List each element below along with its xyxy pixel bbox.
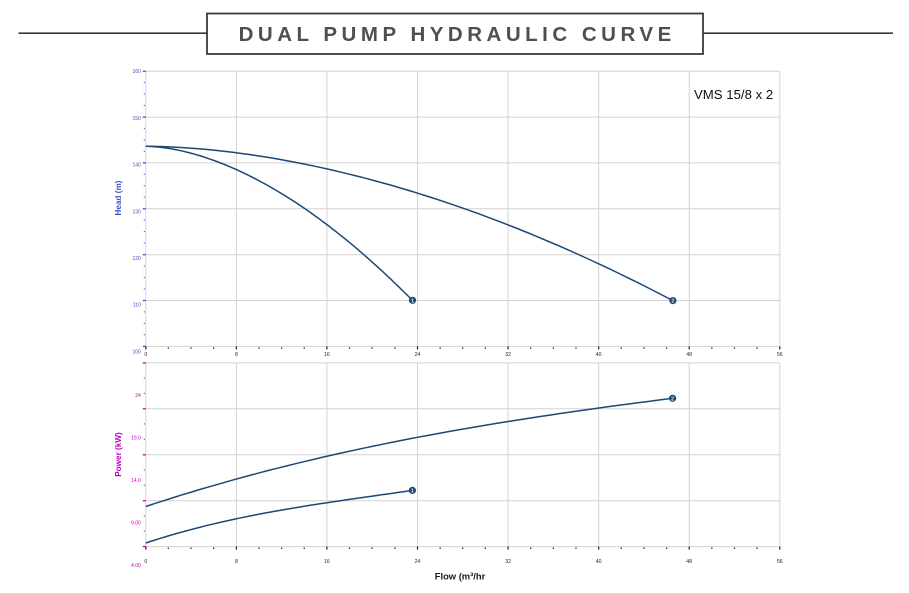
- svg-text:19.0: 19.0: [131, 436, 141, 442]
- svg-text:24: 24: [415, 559, 421, 565]
- svg-text:48: 48: [686, 559, 692, 565]
- svg-text:Head (m): Head (m): [114, 180, 123, 215]
- svg-text:Power (kW): Power (kW): [114, 432, 123, 477]
- svg-text:56: 56: [777, 559, 783, 565]
- svg-text:DUAL PUMP HYDRAULIC CURVE: DUAL PUMP HYDRAULIC CURVE: [239, 23, 676, 46]
- svg-text:40: 40: [596, 559, 602, 565]
- svg-text:9.00: 9.00: [131, 521, 141, 527]
- svg-text:24: 24: [415, 352, 421, 358]
- svg-text:130: 130: [132, 209, 141, 215]
- svg-text:Flow (m³/hr: Flow (m³/hr: [435, 571, 486, 582]
- svg-text:1: 1: [411, 298, 414, 304]
- svg-text:100: 100: [132, 349, 141, 355]
- svg-text:24: 24: [135, 393, 141, 399]
- svg-text:8: 8: [235, 352, 238, 358]
- svg-text:0: 0: [144, 559, 147, 565]
- svg-text:0: 0: [144, 352, 147, 358]
- svg-text:150: 150: [132, 116, 141, 122]
- svg-text:40: 40: [596, 352, 602, 358]
- svg-text:2: 2: [671, 299, 674, 305]
- svg-text:16: 16: [324, 559, 330, 565]
- svg-text:2: 2: [671, 396, 674, 402]
- svg-text:110: 110: [133, 303, 141, 309]
- svg-text:120: 120: [132, 256, 141, 262]
- svg-text:160: 160: [132, 69, 141, 75]
- svg-text:4.00: 4.00: [131, 563, 141, 569]
- svg-text:56: 56: [777, 352, 783, 358]
- svg-text:32: 32: [505, 352, 511, 358]
- svg-text:1: 1: [411, 489, 414, 495]
- svg-text:16: 16: [324, 352, 330, 358]
- svg-text:VMS 15/8 x 2: VMS 15/8 x 2: [694, 87, 773, 102]
- svg-text:8: 8: [235, 559, 238, 565]
- svg-text:14.0: 14.0: [131, 478, 141, 484]
- svg-text:48: 48: [686, 352, 692, 358]
- svg-text:32: 32: [505, 559, 511, 565]
- svg-text:140: 140: [132, 163, 141, 169]
